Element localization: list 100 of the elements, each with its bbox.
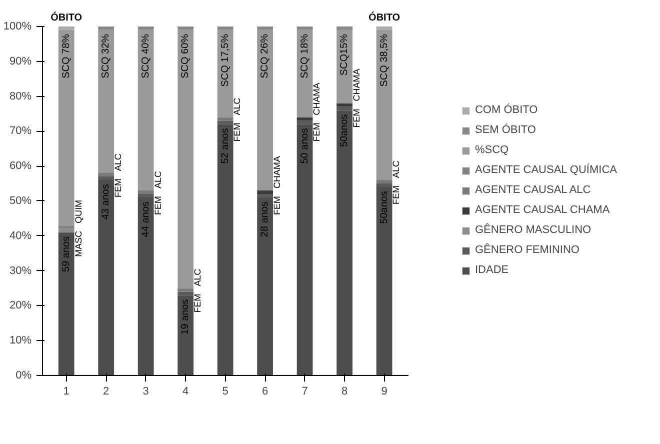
legend-label: SEM ÓBITO bbox=[474, 124, 536, 136]
annotation: CHAMA bbox=[351, 68, 362, 102]
y-tick-label: 0% bbox=[16, 370, 32, 382]
annotation: 44 anos bbox=[140, 201, 152, 238]
bar bbox=[376, 30, 392, 180]
annotation: 59 anos bbox=[60, 236, 72, 272]
bar bbox=[138, 197, 154, 376]
bar bbox=[257, 30, 274, 190]
bar bbox=[178, 292, 194, 296]
annotation: ÓBITO bbox=[368, 11, 400, 24]
bar bbox=[178, 288, 194, 292]
annotation: SCQ 32% bbox=[100, 34, 112, 78]
y-tick-label: 10% bbox=[9, 334, 32, 347]
bar bbox=[217, 117, 234, 121]
annotation: FEM bbox=[272, 196, 282, 215]
legend-label: AGENTE CAUSAL CHAMA bbox=[474, 204, 610, 216]
bar bbox=[178, 295, 194, 376]
bar bbox=[58, 30, 74, 226]
annotation: FEM bbox=[351, 108, 362, 128]
bar bbox=[336, 26, 352, 30]
bar bbox=[257, 197, 274, 376]
annotation: ALC bbox=[113, 153, 124, 172]
bar bbox=[98, 30, 114, 174]
annotation: ÓBITO bbox=[50, 11, 82, 24]
bar bbox=[138, 190, 154, 194]
bar bbox=[376, 187, 392, 376]
y-tick-label: 70% bbox=[9, 125, 32, 138]
y-tick-label: 40% bbox=[9, 230, 32, 242]
bar bbox=[257, 190, 274, 194]
bar bbox=[296, 117, 313, 121]
x-tick-label: 8 bbox=[341, 386, 348, 398]
bar bbox=[217, 120, 234, 124]
bar bbox=[376, 26, 392, 30]
bar bbox=[296, 26, 313, 30]
bar bbox=[58, 228, 74, 232]
annotation: ALC bbox=[391, 160, 402, 178]
y-tick-label: 100% bbox=[3, 20, 32, 32]
x-tick-label: 9 bbox=[381, 386, 388, 398]
annotation: 50anos bbox=[339, 114, 350, 148]
annotation: SCQ15% bbox=[339, 34, 350, 76]
annotation: ALC bbox=[232, 97, 242, 116]
bar bbox=[98, 176, 114, 180]
legend-label: IDADE bbox=[474, 264, 509, 276]
bar bbox=[138, 26, 154, 30]
annotation: 19 anos bbox=[180, 299, 192, 335]
annotation: SCQ 38,5% bbox=[378, 34, 390, 87]
x-tick-label: 2 bbox=[103, 386, 110, 398]
y-tick-label: 80% bbox=[9, 90, 32, 102]
annotation: CHAMA bbox=[272, 156, 282, 188]
bar bbox=[296, 124, 313, 376]
legend-label: GÊNERO MASCULINO bbox=[474, 224, 592, 236]
annotation: FEM bbox=[391, 186, 402, 205]
annotation: FEM bbox=[232, 122, 242, 142]
annotation: 52 anos bbox=[220, 128, 231, 164]
legend-label: AGENTE CAUSAL QUÍMICA bbox=[474, 164, 617, 176]
x-tick-label: 4 bbox=[182, 386, 189, 398]
annotation: 50 anos bbox=[299, 128, 310, 164]
legend-label: GÊNERO FEMININO bbox=[474, 244, 580, 256]
annotation: QUIM bbox=[73, 200, 84, 224]
y-tick-label: 90% bbox=[9, 55, 32, 68]
bar bbox=[98, 26, 114, 30]
bar bbox=[178, 26, 194, 30]
annotation: 50anos bbox=[378, 191, 390, 224]
legend-label: %SCQ bbox=[474, 144, 509, 156]
bar bbox=[336, 103, 352, 107]
annotation: SCQ 26% bbox=[260, 34, 271, 78]
annotation: ALC bbox=[152, 170, 163, 188]
bar bbox=[376, 184, 392, 188]
annotation: SCQ 40% bbox=[140, 34, 152, 78]
annotation: SCQ 60% bbox=[180, 34, 192, 78]
bar bbox=[138, 30, 154, 190]
legend-label: COM ÓBITO bbox=[474, 104, 538, 116]
annotation: FEM bbox=[312, 122, 322, 142]
legend-label: AGENTE CAUSAL ALC bbox=[474, 184, 591, 196]
bar bbox=[336, 110, 352, 376]
x-tick-label: 1 bbox=[63, 386, 70, 398]
bar bbox=[376, 180, 392, 184]
annotation: FEM bbox=[113, 178, 124, 198]
y-tick-label: 50% bbox=[9, 194, 32, 207]
y-tick-label: 60% bbox=[9, 160, 32, 172]
bar bbox=[138, 194, 154, 198]
bar bbox=[98, 173, 114, 177]
y-tick-label: 30% bbox=[9, 264, 32, 277]
bar bbox=[217, 26, 234, 30]
bar bbox=[58, 26, 74, 30]
annotation: CHAMA bbox=[312, 82, 322, 116]
annotation: ALC bbox=[192, 268, 202, 286]
annotation: SCQ 17,5% bbox=[220, 34, 231, 87]
x-tick-label: 7 bbox=[302, 386, 308, 398]
annotation: 28 anos bbox=[260, 201, 271, 238]
bar bbox=[296, 120, 313, 124]
x-tick-label: 6 bbox=[262, 386, 268, 398]
bar bbox=[58, 232, 74, 376]
bar bbox=[98, 180, 114, 376]
annotation: SCQ 18% bbox=[299, 34, 310, 78]
x-tick-label: 3 bbox=[142, 386, 149, 398]
bar bbox=[217, 124, 234, 376]
annotation: MASC bbox=[73, 230, 84, 257]
bar bbox=[178, 30, 194, 288]
annotation: FEM bbox=[192, 294, 202, 313]
